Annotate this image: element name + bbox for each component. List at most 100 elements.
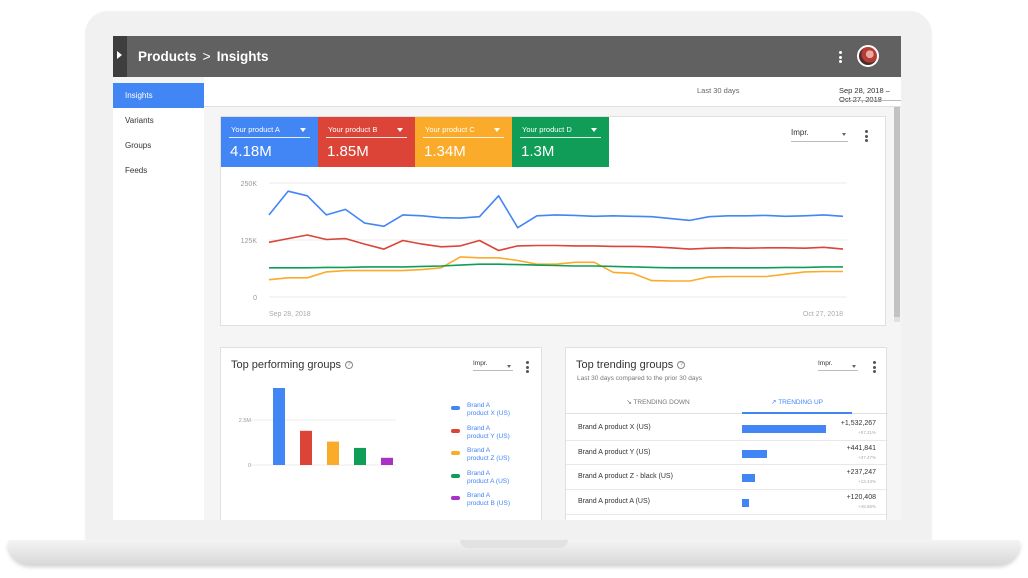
trend-bar [742, 499, 749, 508]
metric-value: 1.34M [424, 143, 466, 160]
card-title: Top trending groups ? [576, 359, 686, 371]
legend-line: product A (US) [467, 477, 510, 485]
scrollbar[interactable] [894, 107, 900, 322]
nav-expand-button[interactable] [113, 36, 127, 77]
more-vert-icon [870, 361, 878, 373]
legend-line: product Z (US) [467, 455, 510, 462]
series-line [268, 234, 844, 252]
trending-up-icon: ↗ [771, 399, 777, 406]
table-row[interactable]: Brand A product A (US) +120,408 +45.66% [566, 490, 888, 515]
legend-line: Brand A [467, 424, 491, 432]
bar [354, 447, 366, 465]
bar [273, 388, 285, 465]
tab-trending-up[interactable]: ↗ TRENDING UP [742, 392, 852, 414]
trend-value: +1,532,267 [840, 420, 876, 427]
legend-swatch [451, 406, 460, 410]
trend-percent: +57.21% [858, 430, 876, 435]
metric-underline [520, 137, 601, 138]
tab-label: TRENDING DOWN [633, 399, 690, 406]
sidebar-item-groups[interactable]: Groups [125, 141, 152, 150]
top-trending-groups-card: Top trending groups ? Last 30 days compa… [565, 347, 888, 520]
sidebar: Insights Variants Groups Feeds [113, 83, 204, 520]
groups-menu-button[interactable] [523, 358, 531, 374]
legend-line: Brand A [467, 492, 491, 499]
groups-select-value: Impr. [473, 360, 488, 367]
table-row[interactable]: Brand A product Y (US) +441,841 +37.47% [566, 441, 888, 466]
y-tick-label: 0 [248, 463, 251, 469]
sidebar-item-feeds[interactable]: Feeds [125, 166, 148, 175]
tab-trending-down[interactable]: ↘ TRENDING DOWN [606, 392, 710, 414]
bar [300, 430, 312, 465]
metric-tabs: Your product A 4.18M Your product B 1.85… [221, 117, 609, 167]
more-vert-icon [523, 361, 531, 373]
legend-line: product X (US) [467, 410, 510, 417]
scrollbar-thumb[interactable] [894, 107, 900, 317]
line-chart: 250K 125K 0 Sep 28, 2018 Oct 27, 2018 [241, 181, 847, 318]
metric-tab-product-b[interactable]: Your product B 1.85M [318, 117, 415, 167]
trend-percent: +37.47% [858, 454, 876, 460]
trend-bar [742, 425, 826, 433]
bar-chart: 5M2.5M0 [239, 388, 396, 469]
avatar[interactable] [857, 45, 879, 67]
legend-line: product Y (US) [467, 432, 510, 440]
legend-swatch [451, 496, 460, 500]
help-icon[interactable]: ? [677, 361, 686, 369]
metric-label: Your product B [328, 125, 378, 134]
bar [327, 441, 339, 465]
breadcrumb-separator: > [202, 48, 211, 64]
more-menu-button[interactable] [836, 48, 844, 66]
metric-underline [423, 137, 504, 138]
metric-underline [326, 137, 407, 138]
metric-underline [229, 137, 310, 138]
breadcrumb: Products > Insights [138, 48, 268, 64]
chevron-down-icon [852, 365, 856, 368]
table-row[interactable]: Brand A product Z - black (US) +237,247 … [566, 465, 888, 491]
groups-metric-select[interactable]: Impr. [473, 360, 513, 371]
chevron-down-icon [842, 133, 846, 136]
metric-tab-product-c[interactable]: Your product C 1.34M [415, 117, 512, 167]
y-tick-label: 0 [253, 295, 257, 302]
legend-line: product B (US) [467, 500, 510, 507]
legend-swatch [451, 428, 460, 433]
app-screen: Products > Insights Insights Variants Gr… [113, 36, 901, 520]
trend-value: +441,841 [846, 444, 876, 452]
metric-select[interactable]: Impr. [791, 128, 848, 142]
date-range-picker[interactable]: Sep 28, 2018 – Oct 27, 2018 [839, 86, 890, 104]
chevron-down-icon[interactable] [300, 128, 306, 132]
x-tick-label: Sep 28, 2018 [269, 311, 311, 318]
chevron-down-icon[interactable] [591, 128, 597, 132]
legend-line: Brand A [467, 402, 491, 409]
metric-tab-product-d[interactable]: Your product D 1.3M [512, 117, 609, 167]
metric-label: Your product D [522, 125, 572, 134]
chevron-down-icon[interactable] [397, 128, 403, 132]
trending-select-value: Impr. [818, 360, 833, 367]
help-icon[interactable]: ? [345, 361, 354, 369]
trend-name: Brand A product A (US) [578, 498, 650, 506]
metric-value: 1.3M [521, 143, 555, 160]
trending-down-icon: ↘ [626, 399, 632, 406]
series-line [268, 256, 843, 282]
metric-value: 4.18M [230, 143, 272, 160]
chevron-down-icon[interactable] [494, 128, 500, 132]
trend-bar [742, 449, 768, 458]
trending-title: Top trending groups [576, 359, 674, 371]
laptop-notch [460, 540, 568, 548]
more-vert-icon [862, 130, 870, 142]
trend-bar [742, 474, 755, 483]
table-row[interactable]: Brand A product X (US) +1,532,267 +57.21… [566, 416, 888, 441]
y-tick-label: 2.5M [239, 418, 252, 424]
sidebar-item-insights[interactable]: Insights [113, 83, 204, 108]
breadcrumb-products[interactable]: Products [138, 48, 197, 64]
legend-swatch [451, 451, 460, 455]
series-line [268, 190, 844, 229]
metric-value: 1.85M [327, 143, 369, 160]
sidebar-item-variants[interactable]: Variants [125, 116, 154, 125]
trending-menu-button[interactable] [870, 358, 878, 374]
trend-name: Brand A product Y (US) [578, 448, 651, 456]
trending-metric-select[interactable]: Impr. [818, 360, 858, 371]
metric-tab-product-a[interactable]: Your product A 4.18M [221, 117, 318, 167]
chart-menu-button[interactable] [862, 127, 870, 143]
